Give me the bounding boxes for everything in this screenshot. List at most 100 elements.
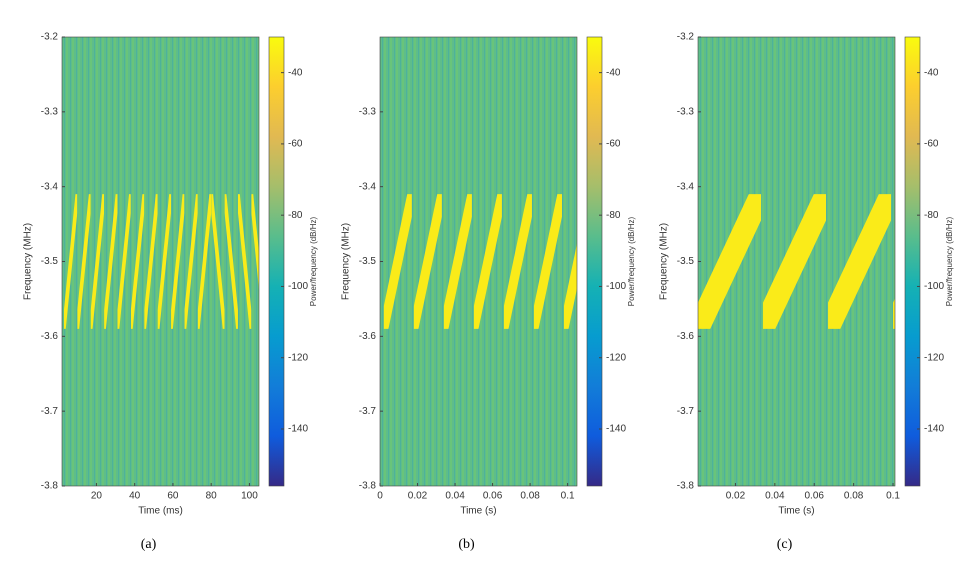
chirp <box>197 194 212 329</box>
x-tick-label: 0.02 <box>726 491 746 502</box>
y-tick-label: -3.8 <box>41 481 59 492</box>
x-axis-label: Time (s) <box>778 506 814 517</box>
chirp <box>763 194 827 329</box>
plot-area <box>698 37 895 486</box>
x-tick-label: 0.04 <box>765 491 785 502</box>
y-tick-label: -3.4 <box>359 181 377 192</box>
colorbar-tick-label: -120 <box>288 352 308 363</box>
x-axis-label: Time (ms) <box>138 506 183 517</box>
chirp <box>224 194 238 329</box>
y-tick-label: -3.6 <box>41 331 59 342</box>
x-tick-label: 80 <box>206 491 218 502</box>
colorbar <box>586 36 603 487</box>
x-tick-label: 0.06 <box>483 491 503 502</box>
colorbar-tick-label: -60 <box>924 139 939 150</box>
y-tick-label: -3.5 <box>677 256 695 267</box>
y-tick-label: -3.8 <box>677 481 695 492</box>
chirp <box>503 194 532 329</box>
colorbar-tick-label: -40 <box>288 67 303 78</box>
colorbar-tick-label: -40 <box>924 67 939 78</box>
chirp <box>171 194 185 329</box>
chirp <box>533 194 562 329</box>
colorbar <box>904 36 921 487</box>
colorbar-tick-label: -80 <box>924 210 939 221</box>
colorbar-tick-label: -100 <box>924 281 944 292</box>
plot-area <box>380 37 577 486</box>
chirp <box>157 194 172 329</box>
colorbar-label: Power/frequency (dB/Hz) <box>945 216 954 306</box>
colorbar-tick-label: -60 <box>288 139 303 150</box>
y-tick-label: -3.2 <box>677 32 695 43</box>
chirp <box>443 194 472 329</box>
colorbar-tick-label: -60 <box>606 139 621 150</box>
x-tick-label: 100 <box>241 491 258 502</box>
y-tick-label: -3.6 <box>359 331 377 342</box>
x-tick-label: 0.08 <box>844 491 864 502</box>
x-tick-label: 0.06 <box>804 491 824 502</box>
chirp <box>383 194 412 329</box>
y-tick-label: -3.7 <box>41 406 59 417</box>
colorbar-tick-label: -140 <box>606 424 626 435</box>
colorbar-tick-label: -120 <box>924 352 944 363</box>
caption: (c) <box>777 537 793 552</box>
colorbar-label: Power/frequency (dB/Hz) <box>309 216 318 306</box>
chirp <box>144 194 158 329</box>
colorbar-tick-label: -100 <box>606 281 626 292</box>
chirp <box>237 194 252 329</box>
chirp <box>828 194 892 329</box>
y-tick-label: -3.4 <box>41 181 59 192</box>
y-tick-label: -3.2 <box>41 32 59 43</box>
colorbar-tick-label: -80 <box>606 210 621 221</box>
x-tick-label: 0.04 <box>445 491 465 502</box>
plot-area <box>62 37 259 486</box>
x-tick-label: 40 <box>129 491 141 502</box>
y-tick-label: -3.6 <box>677 331 695 342</box>
y-tick-label: -3.8 <box>359 481 377 492</box>
chirp <box>63 194 78 329</box>
chirp <box>893 298 895 329</box>
colorbar <box>268 36 285 487</box>
y-tick-label: -3.5 <box>359 256 377 267</box>
chirp <box>184 194 198 329</box>
colorbar-tick-label: -40 <box>606 67 621 78</box>
texture <box>62 37 259 486</box>
chirp <box>130 194 145 329</box>
y-axis-label: Frequency (MHz) <box>23 223 34 300</box>
x-tick-label: 0 <box>377 491 383 502</box>
x-tick-label: 0.08 <box>520 491 540 502</box>
caption: (a) <box>141 537 157 552</box>
y-tick-label: -3.3 <box>359 106 377 117</box>
chirp <box>473 194 502 329</box>
chirp <box>563 243 577 329</box>
chirp <box>104 194 118 329</box>
colorbar-tick-label: -100 <box>288 281 308 292</box>
chirp <box>211 194 225 329</box>
y-tick-label: -3.5 <box>41 256 59 267</box>
chirp <box>77 194 91 329</box>
y-tick-label: -3.4 <box>677 181 695 192</box>
colorbar-tick-label: -140 <box>924 424 944 435</box>
colorbar-label: Power/frequency (dB/Hz) <box>627 216 636 306</box>
caption: (b) <box>458 537 475 552</box>
y-axis-label: Frequency (MHz) <box>659 223 670 300</box>
y-tick-label: -3.7 <box>677 406 695 417</box>
chirp <box>413 194 442 329</box>
y-tick-label: -3.3 <box>677 106 695 117</box>
colorbar-tick-label: -140 <box>288 424 308 435</box>
x-tick-label: 0.1 <box>561 491 575 502</box>
chirp <box>117 194 131 329</box>
y-tick-label: -3.7 <box>359 406 377 417</box>
x-axis-label: Time (s) <box>460 506 496 517</box>
chirp <box>90 194 105 329</box>
x-tick-label: 0.1 <box>886 491 900 502</box>
colorbar-tick-label: -120 <box>606 352 626 363</box>
x-tick-label: 20 <box>91 491 103 502</box>
y-tick-label: -3.3 <box>41 106 59 117</box>
chirp <box>698 194 762 329</box>
x-tick-label: 0.02 <box>408 491 428 502</box>
chirp <box>251 194 259 290</box>
y-axis-label: Frequency (MHz) <box>341 223 352 300</box>
colorbar-tick-label: -80 <box>288 210 303 221</box>
x-tick-label: 60 <box>167 491 179 502</box>
